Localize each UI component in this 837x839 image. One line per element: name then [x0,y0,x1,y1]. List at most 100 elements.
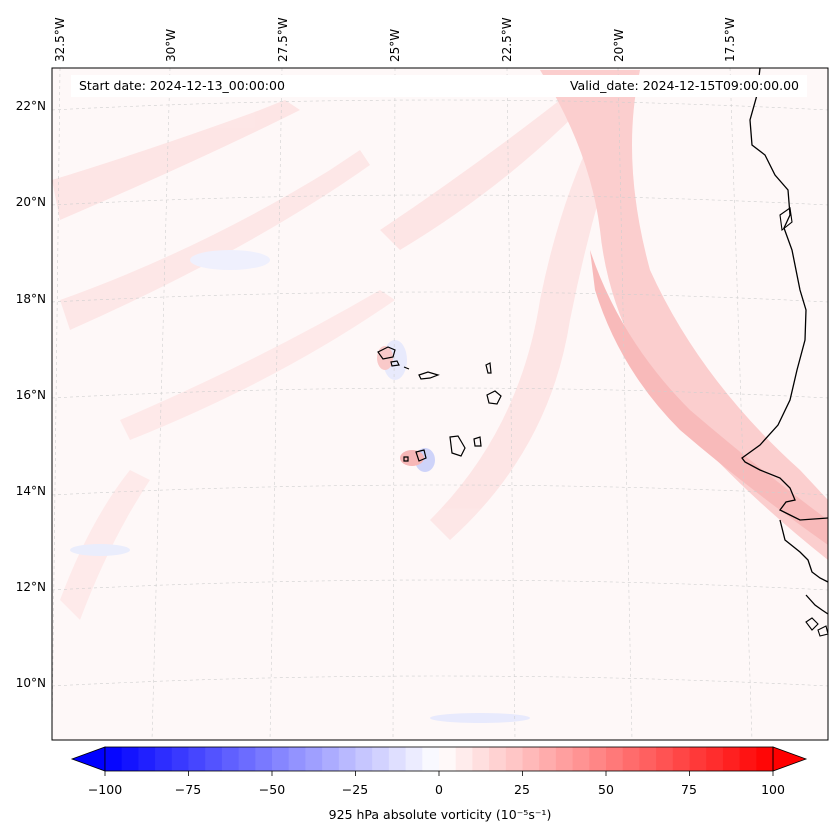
meridian [51,67,61,741]
island [779,207,793,232]
colorbar-segment [188,747,206,771]
colorbar-tick-label: −25 [341,782,369,797]
colorbar-segment [489,747,507,771]
lon-label: 30°W [164,28,178,62]
colorbar-segment [622,747,640,771]
colorbar-segment [288,747,306,771]
parallel [51,387,829,399]
colorbar-segment [739,747,757,771]
colorbar-segment [255,747,273,771]
colorbar-min-extend-arrow [70,746,106,772]
island [449,435,466,457]
colorbar-tick-label: 50 [598,782,614,797]
lat-label: 18°N [15,292,46,306]
colorbar-tick-label: 25 [514,782,530,797]
valid-date-label: Valid_date: 2024-12-15T09:00:00.00 [569,78,799,93]
lon-label: 20°W [612,28,626,62]
colorbar-segment [121,747,139,771]
lon-label: 17.5°W [723,17,737,62]
colorbar-segment [205,747,223,771]
colorbar-tick-label: 75 [681,782,697,797]
positive-band [430,120,620,540]
colorbar-segment [555,747,574,771]
positive-band [120,290,395,440]
island [418,371,440,380]
colorbar-segment [639,747,657,771]
map-frame [51,67,829,741]
colorbar-segment [589,747,607,771]
negative-spot [190,250,270,270]
island [390,360,400,367]
colorbar-tick-label: −75 [174,782,202,797]
island [415,449,427,462]
island [377,346,396,360]
colorbar-segment [221,747,240,771]
meridian [151,67,171,741]
colorbar-tick-label: −100 [87,782,123,797]
lon-label: 22.5°W [500,17,514,62]
colorbar-segment [355,747,373,771]
positive-spot [400,450,424,466]
colorbar-segment [238,747,256,771]
colorbar-segment [472,747,490,771]
parallel [51,99,829,111]
african-coastline [805,594,829,615]
colorbar-segment [505,747,523,771]
colorbar-segment [105,747,123,771]
colorbar-segment [756,747,774,771]
meridian [617,67,633,741]
negative-spot [430,713,530,723]
colorbar-segment [422,747,440,771]
positive-band [52,100,300,220]
parallel [51,675,829,687]
colorbar-segment [455,747,473,771]
colorbar-segment [672,747,690,771]
positive-band [60,150,370,330]
lon-label: 27.5°W [276,17,290,62]
african-coastline [779,519,829,583]
island [403,456,409,462]
colorbar-label: 925 hPa absolute vorticity (10⁻⁵s⁻¹) [328,807,552,822]
lat-label: 10°N [15,676,46,690]
island [403,366,410,370]
lat-label: 20°N [15,195,46,209]
colorbar-segment [322,747,340,771]
island [473,436,482,447]
coastal-vorticity-core [590,250,828,545]
lat-label: 14°N [15,484,46,498]
vorticity-field [52,70,828,723]
start-date-label: Start date: 2024-12-13_00:00:00 [79,78,285,93]
colorbar-segment [539,747,557,771]
coastal-vorticity-band [540,70,828,560]
colorbar-segment [606,747,624,771]
colorbar-segment [439,747,457,771]
meridian [506,67,516,741]
lat-label: 16°N [15,388,46,402]
colorbar-segment [706,747,724,771]
colorbar [70,746,808,776]
colorbar-segment [405,747,423,771]
lon-label: 32.5°W [53,17,67,62]
colorbar-segment [388,747,407,771]
colorbar-segment [272,747,290,771]
parallel [51,291,829,303]
cape-verde-islands [377,346,502,462]
parallel [51,579,829,591]
lon-label: 25°W [388,28,402,62]
date-banner: Start date: 2024-12-13_00:00:00 Valid_da… [71,75,807,97]
colorbar-segment [689,747,707,771]
lat-label: 22°N [15,99,46,113]
colorbar-segment [138,747,156,771]
colorbar-segment [338,747,356,771]
colorbar-segment [572,747,590,771]
colorbar-segment [522,747,540,771]
parallel [51,194,829,206]
island [486,390,502,405]
graticule [51,67,829,741]
meridian [269,67,283,741]
colorbar-segment [372,747,390,771]
colorbar-tick-label: −50 [258,782,286,797]
colorbar-tick-label: 0 [435,782,443,797]
